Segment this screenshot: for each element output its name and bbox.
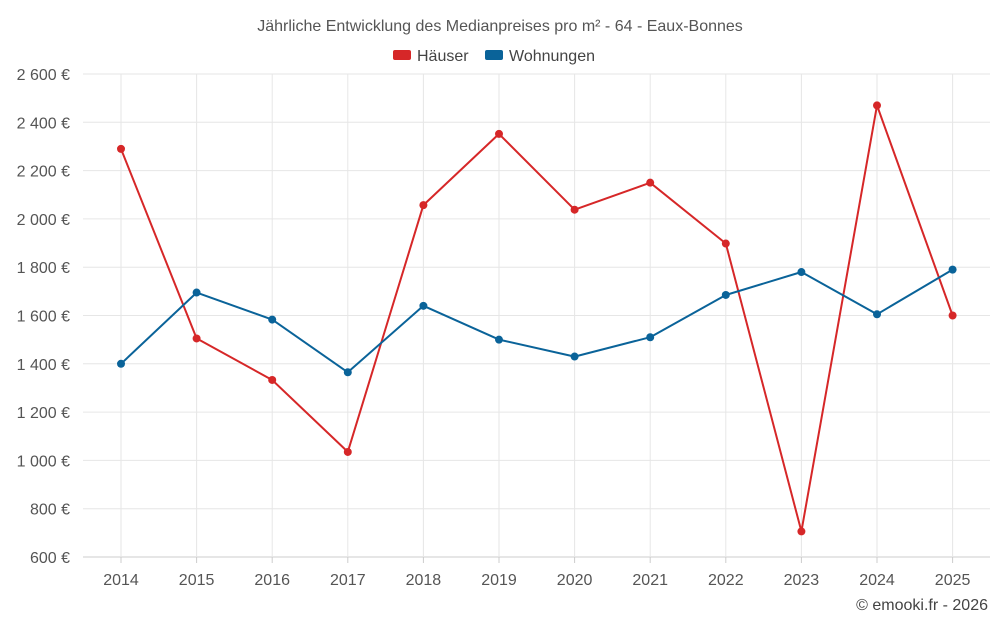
y-tick-label: 2 400 € [17, 115, 70, 132]
legend: Häuser Wohnungen [393, 48, 595, 65]
series-group [117, 101, 957, 536]
legend-label[interactable]: Wohnungen [509, 48, 595, 65]
data-point-wohnungen[interactable] [343, 368, 352, 377]
data-point-haeuser[interactable] [570, 205, 579, 214]
data-point-wohnungen[interactable] [646, 333, 655, 342]
x-tick-label: 2018 [406, 572, 442, 589]
y-tick-label: 1 400 € [17, 357, 70, 374]
series-line-wohnungen [120, 268, 954, 374]
x-tick-label: 2015 [179, 572, 215, 589]
y-tick-label: 1 600 € [17, 309, 70, 326]
data-point-wohnungen[interactable] [419, 301, 428, 310]
y-tick-label: 1 200 € [17, 405, 70, 422]
data-point-wohnungen[interactable] [268, 315, 277, 324]
legend-swatch [485, 50, 503, 60]
x-tick-label: 2024 [859, 572, 895, 589]
y-tick-label: 1 000 € [17, 453, 70, 470]
data-point-wohnungen[interactable] [721, 290, 730, 299]
x-tick-label: 2014 [103, 572, 139, 589]
data-point-haeuser[interactable] [117, 144, 125, 153]
data-point-haeuser[interactable] [721, 239, 730, 248]
x-axis: 2014 2015 2016 2017 2018 2019 2020 2021 2022 2023… [103, 557, 970, 589]
x-tick-label: 2020 [557, 572, 593, 589]
x-tick-label: 2019 [481, 572, 517, 589]
y-tick-label: 800 € [30, 502, 70, 519]
y-tick-label: 600 € [30, 550, 70, 567]
data-point-wohnungen[interactable] [948, 265, 957, 274]
data-point-haeuser[interactable] [873, 101, 881, 110]
data-point-haeuser[interactable] [797, 527, 806, 536]
data-point-haeuser[interactable] [419, 201, 428, 210]
x-tick-label: 2022 [708, 572, 744, 589]
x-tick-label: 2023 [784, 572, 820, 589]
data-point-haeuser[interactable] [646, 178, 655, 187]
data-point-haeuser[interactable] [495, 129, 503, 138]
y-tick-label: 2 600 € [17, 67, 70, 84]
legend-label[interactable]: Häuser [417, 48, 469, 65]
data-point-haeuser[interactable] [948, 311, 957, 320]
series-line-haeuser [120, 104, 954, 533]
y-axis: 600 € 800 € 1 000 € 1 200 € 1 400 € 1 600 € 1 … [17, 67, 70, 567]
grid [83, 73, 990, 558]
x-tick-label: 2016 [254, 572, 290, 589]
data-point-wohnungen[interactable] [797, 268, 806, 277]
data-point-wohnungen[interactable] [873, 310, 881, 319]
legend-swatch [393, 50, 411, 60]
data-point-wohnungen[interactable] [192, 288, 201, 297]
credit-text: © emooki.fr - 2026 [856, 597, 988, 614]
x-tick-label: 2017 [330, 572, 366, 589]
data-point-haeuser[interactable] [268, 375, 277, 384]
x-tick-label: 2025 [935, 572, 971, 589]
chart-title: Jährliche Entwicklung des Medianpreises … [257, 18, 743, 35]
y-tick-label: 2 000 € [17, 212, 70, 229]
data-point-haeuser[interactable] [343, 447, 352, 456]
data-point-wohnungen[interactable] [495, 335, 503, 344]
data-point-wohnungen[interactable] [117, 359, 125, 368]
y-tick-label: 2 200 € [17, 164, 70, 181]
x-tick-label: 2021 [632, 572, 668, 589]
data-point-wohnungen[interactable] [570, 352, 579, 361]
y-tick-label: 1 800 € [17, 260, 70, 277]
data-point-haeuser[interactable] [192, 334, 201, 343]
